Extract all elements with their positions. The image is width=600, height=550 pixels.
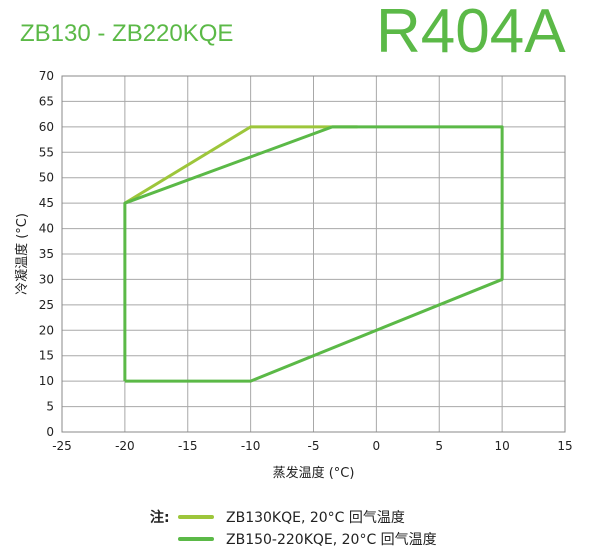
legend-item: 注: ZB130KQE, 20°C 回气温度 — [150, 506, 437, 528]
y-tick-label: 50 — [39, 171, 54, 185]
x-tick-label: -25 — [52, 439, 72, 453]
x-axis-label: 蒸发温度 (°C) — [273, 465, 355, 481]
x-tick-label: 5 — [435, 439, 443, 453]
legend: 注: ZB130KQE, 20°C 回气温度 ZB150-220KQE, 20°… — [150, 506, 437, 550]
y-axis-label: 冷凝温度 (°C) — [14, 213, 30, 295]
x-tick-label: 10 — [494, 439, 509, 453]
series-line-1 — [123, 125, 504, 383]
series-line-0 — [124, 125, 358, 205]
y-tick-label: 40 — [39, 222, 54, 236]
y-tick-label: 20 — [39, 323, 54, 337]
legend-swatch — [178, 537, 214, 541]
plot-frame — [61, 75, 566, 433]
y-tick-label: 10 — [39, 374, 54, 388]
y-tick-label: 15 — [39, 349, 54, 363]
y-tick-label: 35 — [39, 247, 54, 261]
y-tick-label: 45 — [39, 196, 54, 210]
legend-swatch — [178, 515, 214, 519]
x-tick-label: -20 — [115, 439, 135, 453]
y-tick-label: 55 — [39, 145, 54, 159]
y-tick-label: 60 — [39, 120, 54, 134]
refrigerant-title: R404A — [376, 0, 566, 66]
x-tick-label: 15 — [557, 439, 572, 453]
y-tick-label: 5 — [46, 400, 54, 414]
x-tick-label: -10 — [241, 439, 261, 453]
x-tick-label: -5 — [308, 439, 320, 453]
y-tick-label: 65 — [39, 94, 54, 108]
legend-label: ZB150-220KQE, 20°C 回气温度 — [226, 532, 437, 548]
envelope-chart: -25 -20 -15 -10 -5 0 5 10 15 0 5 10 15 20 25 30 35 40 45 50… — [14, 69, 573, 481]
x-tick-label: -15 — [178, 439, 198, 453]
legend-note: 注: — [150, 510, 170, 526]
legend-label: ZB130KQE, 20°C 回气温度 — [226, 510, 405, 526]
y-tick-label: 70 — [39, 69, 54, 83]
y-tick-label: 0 — [46, 425, 54, 439]
x-tick-label: 0 — [373, 439, 381, 453]
y-tick-label: 25 — [39, 298, 54, 312]
y-tick-label: 30 — [39, 272, 54, 286]
model-range-title: ZB130 - ZB220KQE — [20, 20, 234, 47]
legend-item: ZB150-220KQE, 20°C 回气温度 — [150, 528, 437, 550]
